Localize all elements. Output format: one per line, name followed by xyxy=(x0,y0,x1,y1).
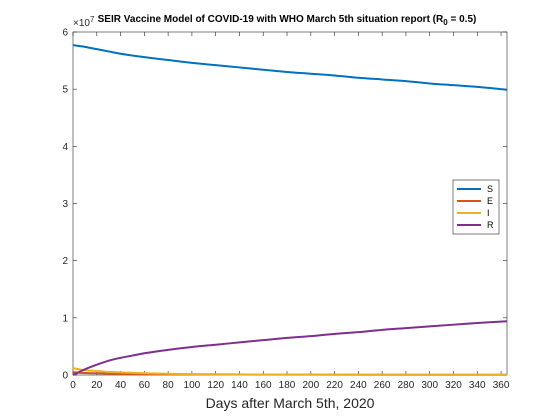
y-tick-label: 2 xyxy=(62,256,68,267)
x-tick-label: 240 xyxy=(350,380,367,391)
x-tick-label: 360 xyxy=(493,380,510,391)
x-tick-label: 160 xyxy=(255,380,272,391)
y-tick-label: 5 xyxy=(62,85,68,96)
y-tick-label: 3 xyxy=(62,199,68,210)
x-axis-label: Days after March 5th, 2020 xyxy=(206,395,375,411)
x-tick-label: 20 xyxy=(91,380,103,391)
x-tick-label: 40 xyxy=(115,380,127,391)
y-tick-label: 4 xyxy=(62,142,68,153)
series-layer xyxy=(72,44,508,376)
legend-label-i: I xyxy=(487,208,490,218)
y-exponent-label: ×107 xyxy=(73,15,95,29)
x-tick-label: 140 xyxy=(231,380,248,391)
x-tick-label: 60 xyxy=(139,380,151,391)
x-axis: 0 20 40 60 80 100 120 140 160 180 200 220 240 260 280 3… xyxy=(70,32,510,391)
legend: SEIR xyxy=(452,179,500,235)
legend-label-r: R xyxy=(487,220,494,230)
x-tick-label: 120 xyxy=(207,380,224,391)
x-tick-label: 180 xyxy=(279,380,296,391)
x-tick-label: 280 xyxy=(398,380,415,391)
x-tick-label: 320 xyxy=(445,380,462,391)
x-tick-label: 260 xyxy=(374,380,391,391)
chart-title: SEIR Vaccine Model of COVID-19 with WHO … xyxy=(98,14,477,27)
plot-area xyxy=(72,31,508,376)
series-line-s xyxy=(72,44,508,91)
y-tick-label: 1 xyxy=(62,313,68,324)
legend-label-e: E xyxy=(487,196,493,206)
y-tick-label: 6 xyxy=(62,28,68,39)
legend-label-s: S xyxy=(487,184,493,194)
x-tick-label: 300 xyxy=(421,380,438,391)
x-tick-label: 80 xyxy=(163,380,175,391)
x-tick-label: 100 xyxy=(184,380,201,391)
series-line-r xyxy=(72,320,508,376)
y-tick-label: 0 xyxy=(62,371,68,382)
x-tick-label: 0 xyxy=(70,380,76,391)
x-tick-label: 200 xyxy=(302,380,319,391)
x-tick-label: 220 xyxy=(326,380,343,391)
y-axis: 0 1 2 3 4 5 6 xyxy=(62,28,507,382)
x-tick-label: 340 xyxy=(469,380,486,391)
